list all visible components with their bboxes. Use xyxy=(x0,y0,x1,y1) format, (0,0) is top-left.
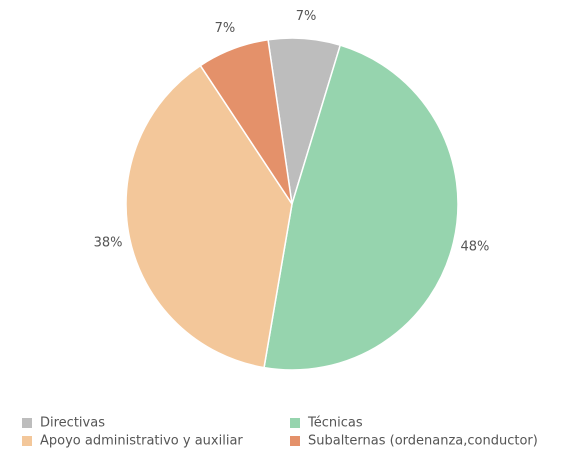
slice-label: 38% xyxy=(94,235,123,250)
pie-slice xyxy=(199,38,293,205)
pie-slice xyxy=(125,64,293,369)
legend-swatch xyxy=(22,436,32,446)
slice-label: 7% xyxy=(296,9,317,24)
legend-swatch xyxy=(22,418,32,428)
legend-label: Subalternas (ordenanza,conductor) xyxy=(308,434,538,449)
pie-slice xyxy=(263,44,459,371)
legend-swatch xyxy=(290,436,300,446)
legend-label: Directivas xyxy=(40,416,105,431)
slice-label: 7% xyxy=(215,21,236,36)
slice-label: 48% xyxy=(461,240,490,255)
legend-swatch xyxy=(290,418,300,428)
legend-label: Técnicas xyxy=(307,416,363,431)
legend-label: Apoyo administrativo y auxiliar xyxy=(40,434,243,449)
